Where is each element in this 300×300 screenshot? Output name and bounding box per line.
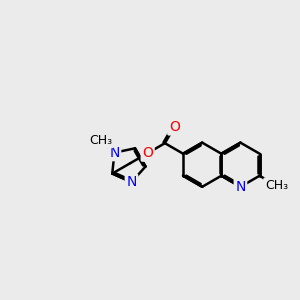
Text: CH₃: CH₃ — [265, 179, 288, 192]
Text: N: N — [109, 146, 120, 160]
Text: O: O — [169, 120, 180, 134]
Text: CH₃: CH₃ — [89, 134, 112, 147]
Text: N: N — [126, 175, 137, 189]
Text: O: O — [142, 146, 153, 160]
Text: N: N — [235, 180, 246, 194]
